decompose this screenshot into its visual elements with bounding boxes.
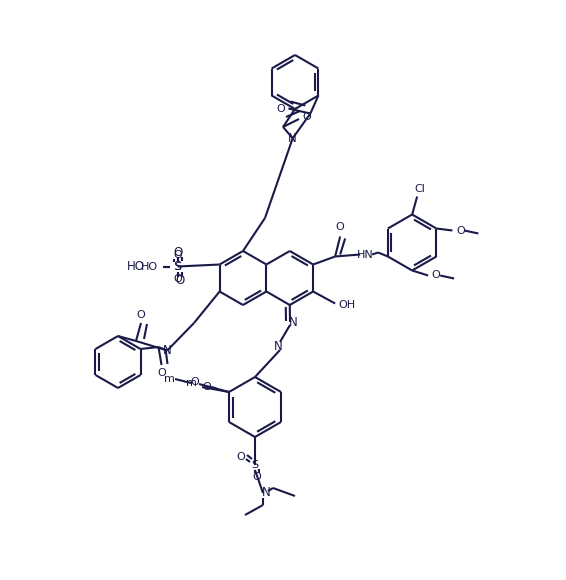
Text: O: O (175, 274, 185, 287)
Text: O: O (157, 368, 166, 378)
Text: O: O (237, 452, 246, 462)
Text: N: N (289, 316, 297, 328)
Text: O: O (203, 382, 211, 392)
Text: S: S (251, 460, 259, 470)
Text: HO: HO (141, 262, 158, 271)
Text: S: S (174, 260, 182, 273)
Text: Cl: Cl (415, 183, 426, 194)
Text: N: N (261, 487, 271, 499)
Text: N: N (163, 344, 171, 357)
Text: OH: OH (338, 300, 355, 310)
Text: O: O (136, 310, 145, 320)
Text: N: N (288, 132, 297, 145)
Text: HO: HO (127, 260, 145, 273)
Text: HN: HN (357, 249, 374, 259)
Text: O: O (173, 249, 182, 259)
Text: O: O (336, 223, 345, 233)
Text: O: O (276, 103, 285, 114)
Text: O: O (173, 274, 182, 284)
Text: O: O (191, 377, 199, 387)
Text: m: m (186, 378, 196, 388)
Text: m: m (164, 374, 174, 384)
Text: N: N (273, 340, 282, 353)
Text: S: S (174, 262, 181, 271)
Text: O: O (252, 472, 261, 482)
Text: O: O (456, 226, 465, 235)
Text: O: O (303, 112, 311, 122)
Text: O: O (432, 270, 440, 281)
Text: O: O (173, 246, 182, 259)
